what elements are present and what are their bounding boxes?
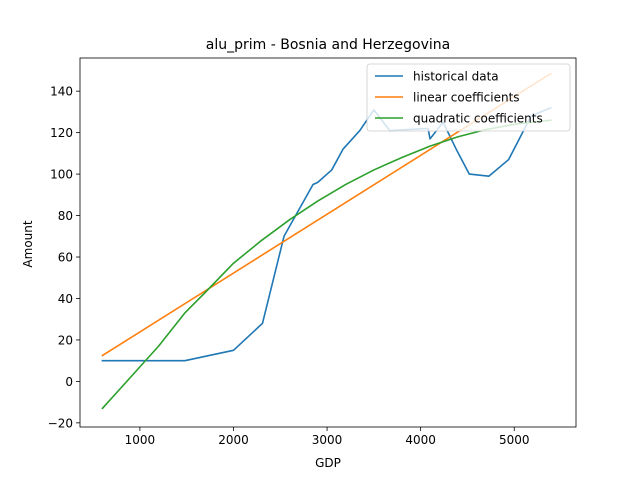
legend-label-1: linear coefficients [413, 91, 520, 105]
x-tick-label: 5000 [499, 433, 530, 447]
legend: historical data linear coefficients quadra… [366, 63, 571, 132]
y-tick-label: −20 [48, 416, 73, 430]
y-tick-label: 100 [50, 168, 73, 182]
y-tick-label: 0 [65, 375, 73, 389]
x-tick-label: 3000 [312, 433, 343, 447]
chart-title: alu_prim - Bosnia and Herzegovina [206, 37, 450, 53]
x-axis-label: GDP [315, 456, 341, 470]
y-tick-label: 120 [50, 126, 73, 140]
x-tick-label: 4000 [405, 433, 436, 447]
y-tick-label: 60 [58, 251, 73, 265]
y-axis: −20 0 20 40 60 80 100 120 140 [48, 85, 80, 430]
x-axis: 1000 2000 3000 4000 5000 [125, 427, 530, 447]
y-tick-label: 40 [58, 292, 73, 306]
y-tick-label: 140 [50, 85, 73, 99]
x-tick-label: 2000 [218, 433, 249, 447]
legend-label-0: historical data [413, 70, 499, 84]
series-line-2 [101, 119, 552, 410]
y-tick-label: 20 [58, 333, 73, 347]
legend-label-2: quadratic coefficients [413, 112, 543, 126]
legend-box [366, 63, 571, 132]
x-tick-label: 1000 [125, 433, 156, 447]
y-tick-label: 80 [58, 209, 73, 223]
axes-frame [79, 57, 577, 428]
y-axis-label: Amount [21, 220, 35, 267]
